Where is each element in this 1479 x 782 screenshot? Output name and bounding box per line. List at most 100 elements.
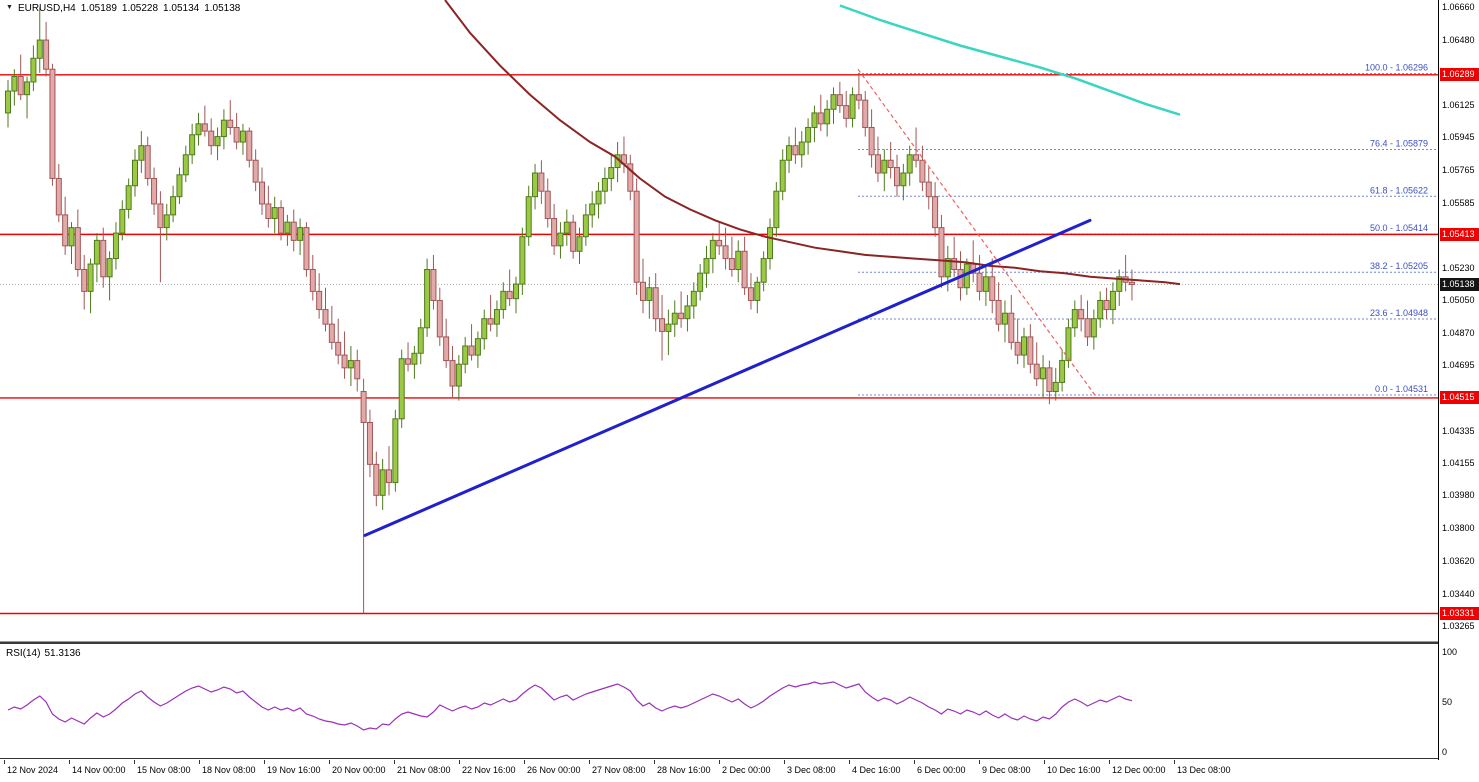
ascending-trendline[interactable]	[363, 218, 1092, 537]
candle-body	[1046, 367, 1053, 393]
candle-body	[386, 469, 392, 484]
candle-body	[951, 258, 958, 271]
time-axis-tick	[4, 760, 5, 764]
high-value: 1.05228	[121, 3, 159, 14]
rsi-panel[interactable]	[0, 644, 1438, 758]
candle-body	[316, 290, 323, 311]
candle-body	[1071, 309, 1078, 329]
time-axis-label: 14 Nov 00:00	[72, 765, 126, 775]
candle-body	[652, 287, 659, 320]
fib-level-label: 61.8 - 1.05622	[1370, 185, 1428, 195]
candle-body	[684, 305, 691, 320]
candle-body	[1084, 318, 1091, 338]
candle-body	[811, 112, 818, 128]
candle-body	[665, 323, 672, 332]
candle-body	[201, 123, 208, 132]
candle-body	[87, 263, 94, 292]
rsi-value: 51.3136	[44, 648, 81, 659]
main-chart[interactable]: 100.0 - 1.06296 76.4 - 1.05879 61.8 - 1.05…	[0, 0, 1438, 641]
price-axis-label: 1.04335	[1442, 426, 1475, 436]
time-axis-label: 2 Dec 00:00	[722, 765, 771, 775]
time-axis-label: 19 Nov 16:00	[267, 765, 321, 775]
candle-body	[189, 134, 196, 156]
one-click-trading-arrow-icon[interactable]: ▼	[6, 4, 13, 11]
time-axis-tick	[264, 760, 265, 764]
candle-body	[176, 174, 183, 198]
candle-body	[862, 99, 869, 128]
candle-body	[627, 163, 634, 192]
ma-fast-line	[839, 4, 1181, 116]
candle-body	[843, 105, 850, 119]
time-axis-tick	[654, 760, 655, 764]
time-axis-tick	[1044, 760, 1045, 764]
candle-body	[709, 239, 716, 260]
candle-body	[195, 123, 202, 136]
candle-body	[1040, 367, 1047, 380]
candle-body	[1001, 312, 1008, 325]
candle-body	[220, 119, 227, 138]
rsi-indicator-label: RSI(14) 51.3136	[6, 648, 85, 659]
fib-level-label: 0.0 - 1.04531	[1375, 384, 1428, 394]
candle-body	[449, 360, 456, 387]
candle-body	[303, 227, 310, 271]
candle-body	[570, 221, 577, 252]
candle-body	[1128, 281, 1135, 285]
time-axis-label: 21 Nov 08:00	[397, 765, 451, 775]
candle-body	[24, 81, 31, 96]
candle-body	[347, 360, 354, 369]
candle-body	[589, 203, 596, 216]
price-level-tag: 1.03331	[1440, 607, 1479, 620]
candle-body	[646, 287, 653, 301]
panel-separator[interactable]	[0, 641, 1479, 644]
candle-body	[74, 227, 81, 271]
candle-body	[932, 196, 939, 229]
candle-body	[417, 327, 424, 354]
fib-level-label: 50.0 - 1.05414	[1370, 223, 1428, 233]
price-axis[interactable]: 1.06660 1.06480 1.06125 1.05945 1.05765 1.055…	[1438, 0, 1479, 760]
candle-body	[760, 258, 767, 283]
time-axis[interactable]: 12 Nov 2024 14 Nov 00:00 15 Nov 08:00 18 No…	[0, 760, 1438, 782]
candle-body	[741, 250, 748, 289]
candle-body	[239, 130, 246, 143]
candle-body	[563, 221, 570, 234]
candle-body	[366, 421, 373, 465]
candle-body	[659, 318, 666, 332]
rsi-line	[7, 681, 1133, 731]
candle-body	[360, 391, 367, 423]
time-axis-label: 26 Nov 00:00	[527, 765, 581, 775]
time-axis-label: 27 Nov 08:00	[592, 765, 646, 775]
price-axis-label: 1.03620	[1442, 556, 1475, 566]
candle-body	[233, 126, 240, 143]
candle-body	[328, 323, 335, 343]
candle-body	[1065, 327, 1072, 362]
time-axis-tick	[849, 760, 850, 764]
candle-body	[792, 145, 799, 156]
candle-body	[913, 154, 920, 161]
candle-body	[265, 203, 272, 220]
candle-body	[68, 227, 75, 247]
candle-body	[17, 75, 24, 96]
candle-body	[868, 126, 875, 156]
time-axis-tick	[589, 760, 590, 764]
candle-body	[322, 309, 329, 325]
candle-body	[81, 269, 88, 292]
candle-body	[525, 196, 532, 238]
rsi-scale-label: 100	[1442, 647, 1458, 657]
candle-body	[341, 354, 348, 369]
panel-separator[interactable]	[0, 758, 1479, 760]
time-axis-label: 28 Nov 16:00	[657, 765, 711, 775]
candle-body	[252, 159, 259, 183]
candle-body	[544, 190, 551, 220]
candle-body	[582, 214, 589, 238]
price-level-tag: 1.05413	[1440, 228, 1479, 241]
candle-body	[855, 94, 862, 101]
price-axis-label: 1.05945	[1442, 132, 1475, 142]
open-value: 1.05189	[80, 3, 117, 14]
candle-body	[944, 258, 951, 278]
candle-body	[309, 269, 316, 292]
time-axis-label: 12 Nov 2024	[7, 765, 59, 775]
candle-body	[805, 126, 812, 143]
candle-body	[906, 154, 913, 174]
candle-body	[411, 352, 418, 365]
time-axis-tick	[1174, 760, 1175, 764]
